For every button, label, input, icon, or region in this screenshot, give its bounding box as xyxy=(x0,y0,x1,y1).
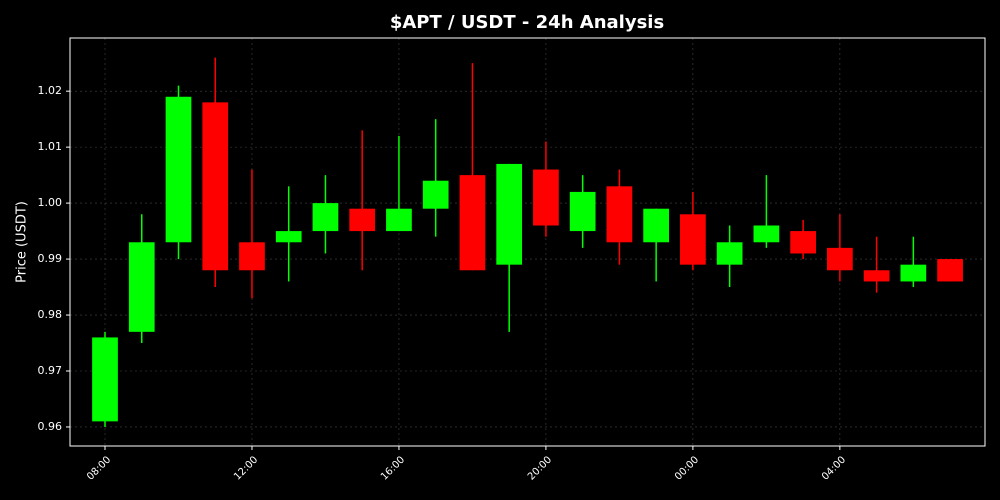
chart-title: $APT / USDT - 24h Analysis xyxy=(390,12,664,33)
candle-body xyxy=(827,247,853,271)
candle-body xyxy=(275,231,302,243)
candle-body xyxy=(937,259,963,282)
y-tick-label: 0.96 xyxy=(38,420,63,433)
candle-body xyxy=(128,242,155,332)
y-tick-label: 0.99 xyxy=(38,252,63,265)
candle-body xyxy=(680,214,706,265)
candle-body xyxy=(900,264,927,282)
candle-body xyxy=(239,242,265,271)
y-tick-label: 1.02 xyxy=(38,84,63,97)
candle-body xyxy=(422,180,449,209)
candle-body xyxy=(863,270,890,282)
candle-body xyxy=(790,231,816,254)
candle-body xyxy=(496,163,523,265)
y-tick-label: 0.97 xyxy=(38,364,63,377)
candle-body xyxy=(349,208,376,232)
candle-body xyxy=(753,225,780,243)
candle-body xyxy=(716,242,743,265)
candle-body xyxy=(92,337,118,422)
candle-body xyxy=(606,186,633,243)
candle-body xyxy=(386,208,412,232)
candle-body xyxy=(312,203,339,232)
candle-body xyxy=(459,175,486,271)
y-axis-label: Price (USDT) xyxy=(15,201,30,283)
candle-body xyxy=(202,102,229,271)
y-tick-label: 1.00 xyxy=(38,196,63,209)
candle-body xyxy=(165,96,192,243)
y-tick-label: 1.01 xyxy=(38,140,63,153)
candle-body xyxy=(569,191,596,232)
y-tick-label: 0.98 xyxy=(38,308,63,321)
plot-frame xyxy=(69,37,986,447)
candle-body xyxy=(533,169,559,226)
candle-body xyxy=(643,208,670,243)
